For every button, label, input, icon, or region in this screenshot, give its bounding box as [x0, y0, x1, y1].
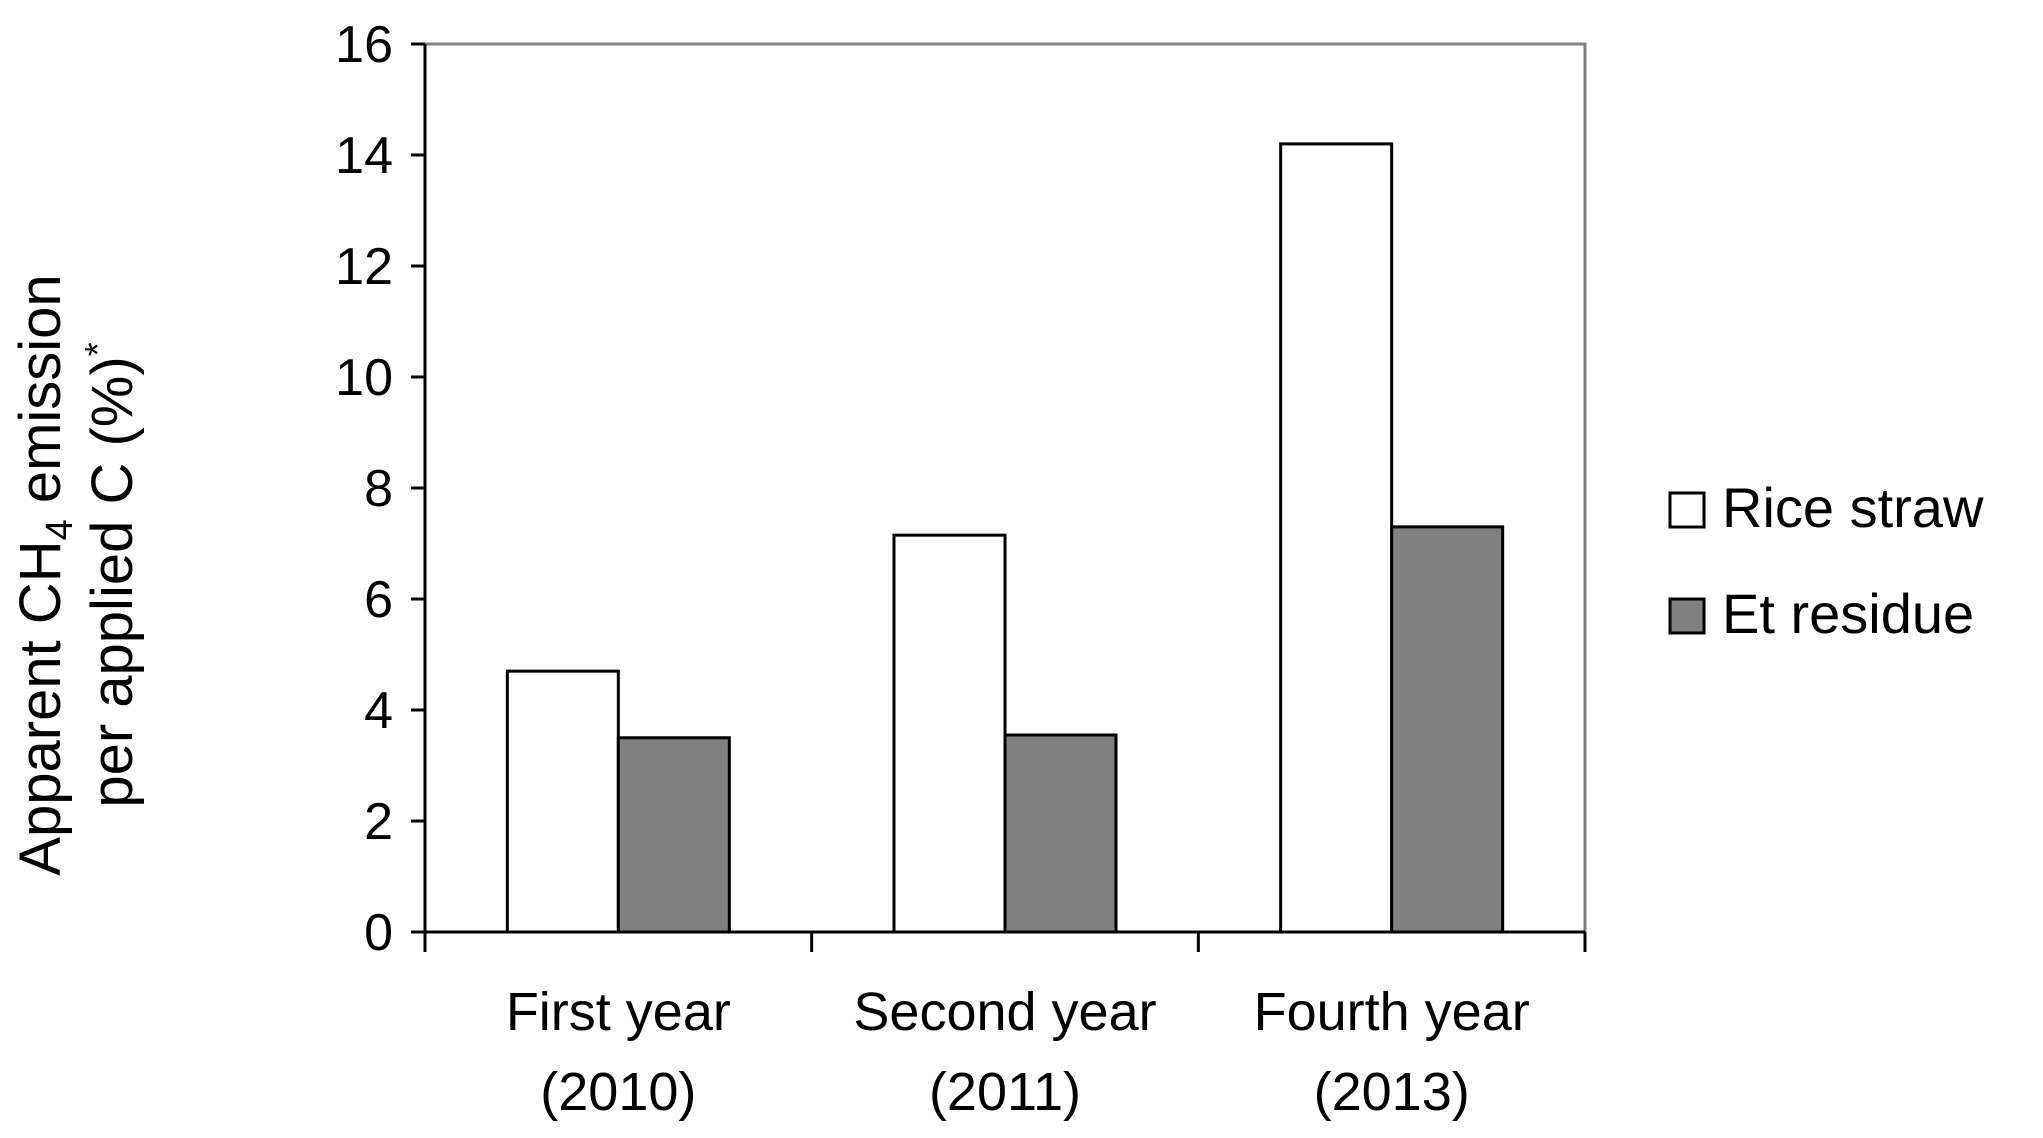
y-tick-label: 6: [364, 571, 393, 629]
bar-et-residue-3: [1390, 525, 1505, 934]
x-category-label: Fourth year: [1254, 982, 1530, 1042]
x-category-label: Second year: [853, 982, 1156, 1042]
y-tick-label: 0: [364, 904, 393, 962]
y-tick-label: 10: [335, 349, 393, 407]
legend-label-et-residue: Et residue: [1722, 582, 1974, 645]
bars-group: [505, 142, 1505, 934]
y-tick-label: 4: [364, 682, 393, 740]
x-category-label: (2011): [929, 1062, 1081, 1122]
legend-swatch-rice-straw: [1668, 491, 1706, 529]
x-category-label: (2010): [540, 1062, 696, 1122]
bar-rice-straw-3: [1279, 142, 1394, 934]
y-tick-label: 12: [335, 238, 393, 296]
y-axis-label: Apparent CH4 emission per applied C (%)*: [8, 274, 145, 875]
bar-rice-straw-1: [505, 669, 620, 934]
y-tick-label: 2: [364, 793, 393, 851]
y-axis-label-line2: per applied C (%)*: [77, 342, 145, 807]
y-axis-label-line1: Apparent CH4 emission: [8, 274, 81, 875]
y-tick-label: 16: [335, 16, 393, 74]
bar-rice-straw-2: [892, 533, 1007, 934]
x-category-label: (2013): [1314, 1062, 1470, 1122]
y-tick-label: 14: [335, 127, 393, 185]
x-categories-group: First year (2010) Second year (2011) Fourth …: [506, 982, 1530, 1122]
legend: Rice straw Et residue: [1668, 476, 1984, 645]
bar-et-residue-1: [616, 736, 731, 934]
legend-label-rice-straw: Rice straw: [1722, 476, 1984, 539]
x-category-label: First year: [506, 982, 731, 1042]
legend-swatch-et-residue: [1668, 597, 1706, 635]
y-tick-label: 8: [364, 460, 393, 518]
y-ticks-group: 0 2 4 6 8 10 12 14 16: [335, 16, 425, 962]
bar-et-residue-2: [1003, 733, 1118, 934]
